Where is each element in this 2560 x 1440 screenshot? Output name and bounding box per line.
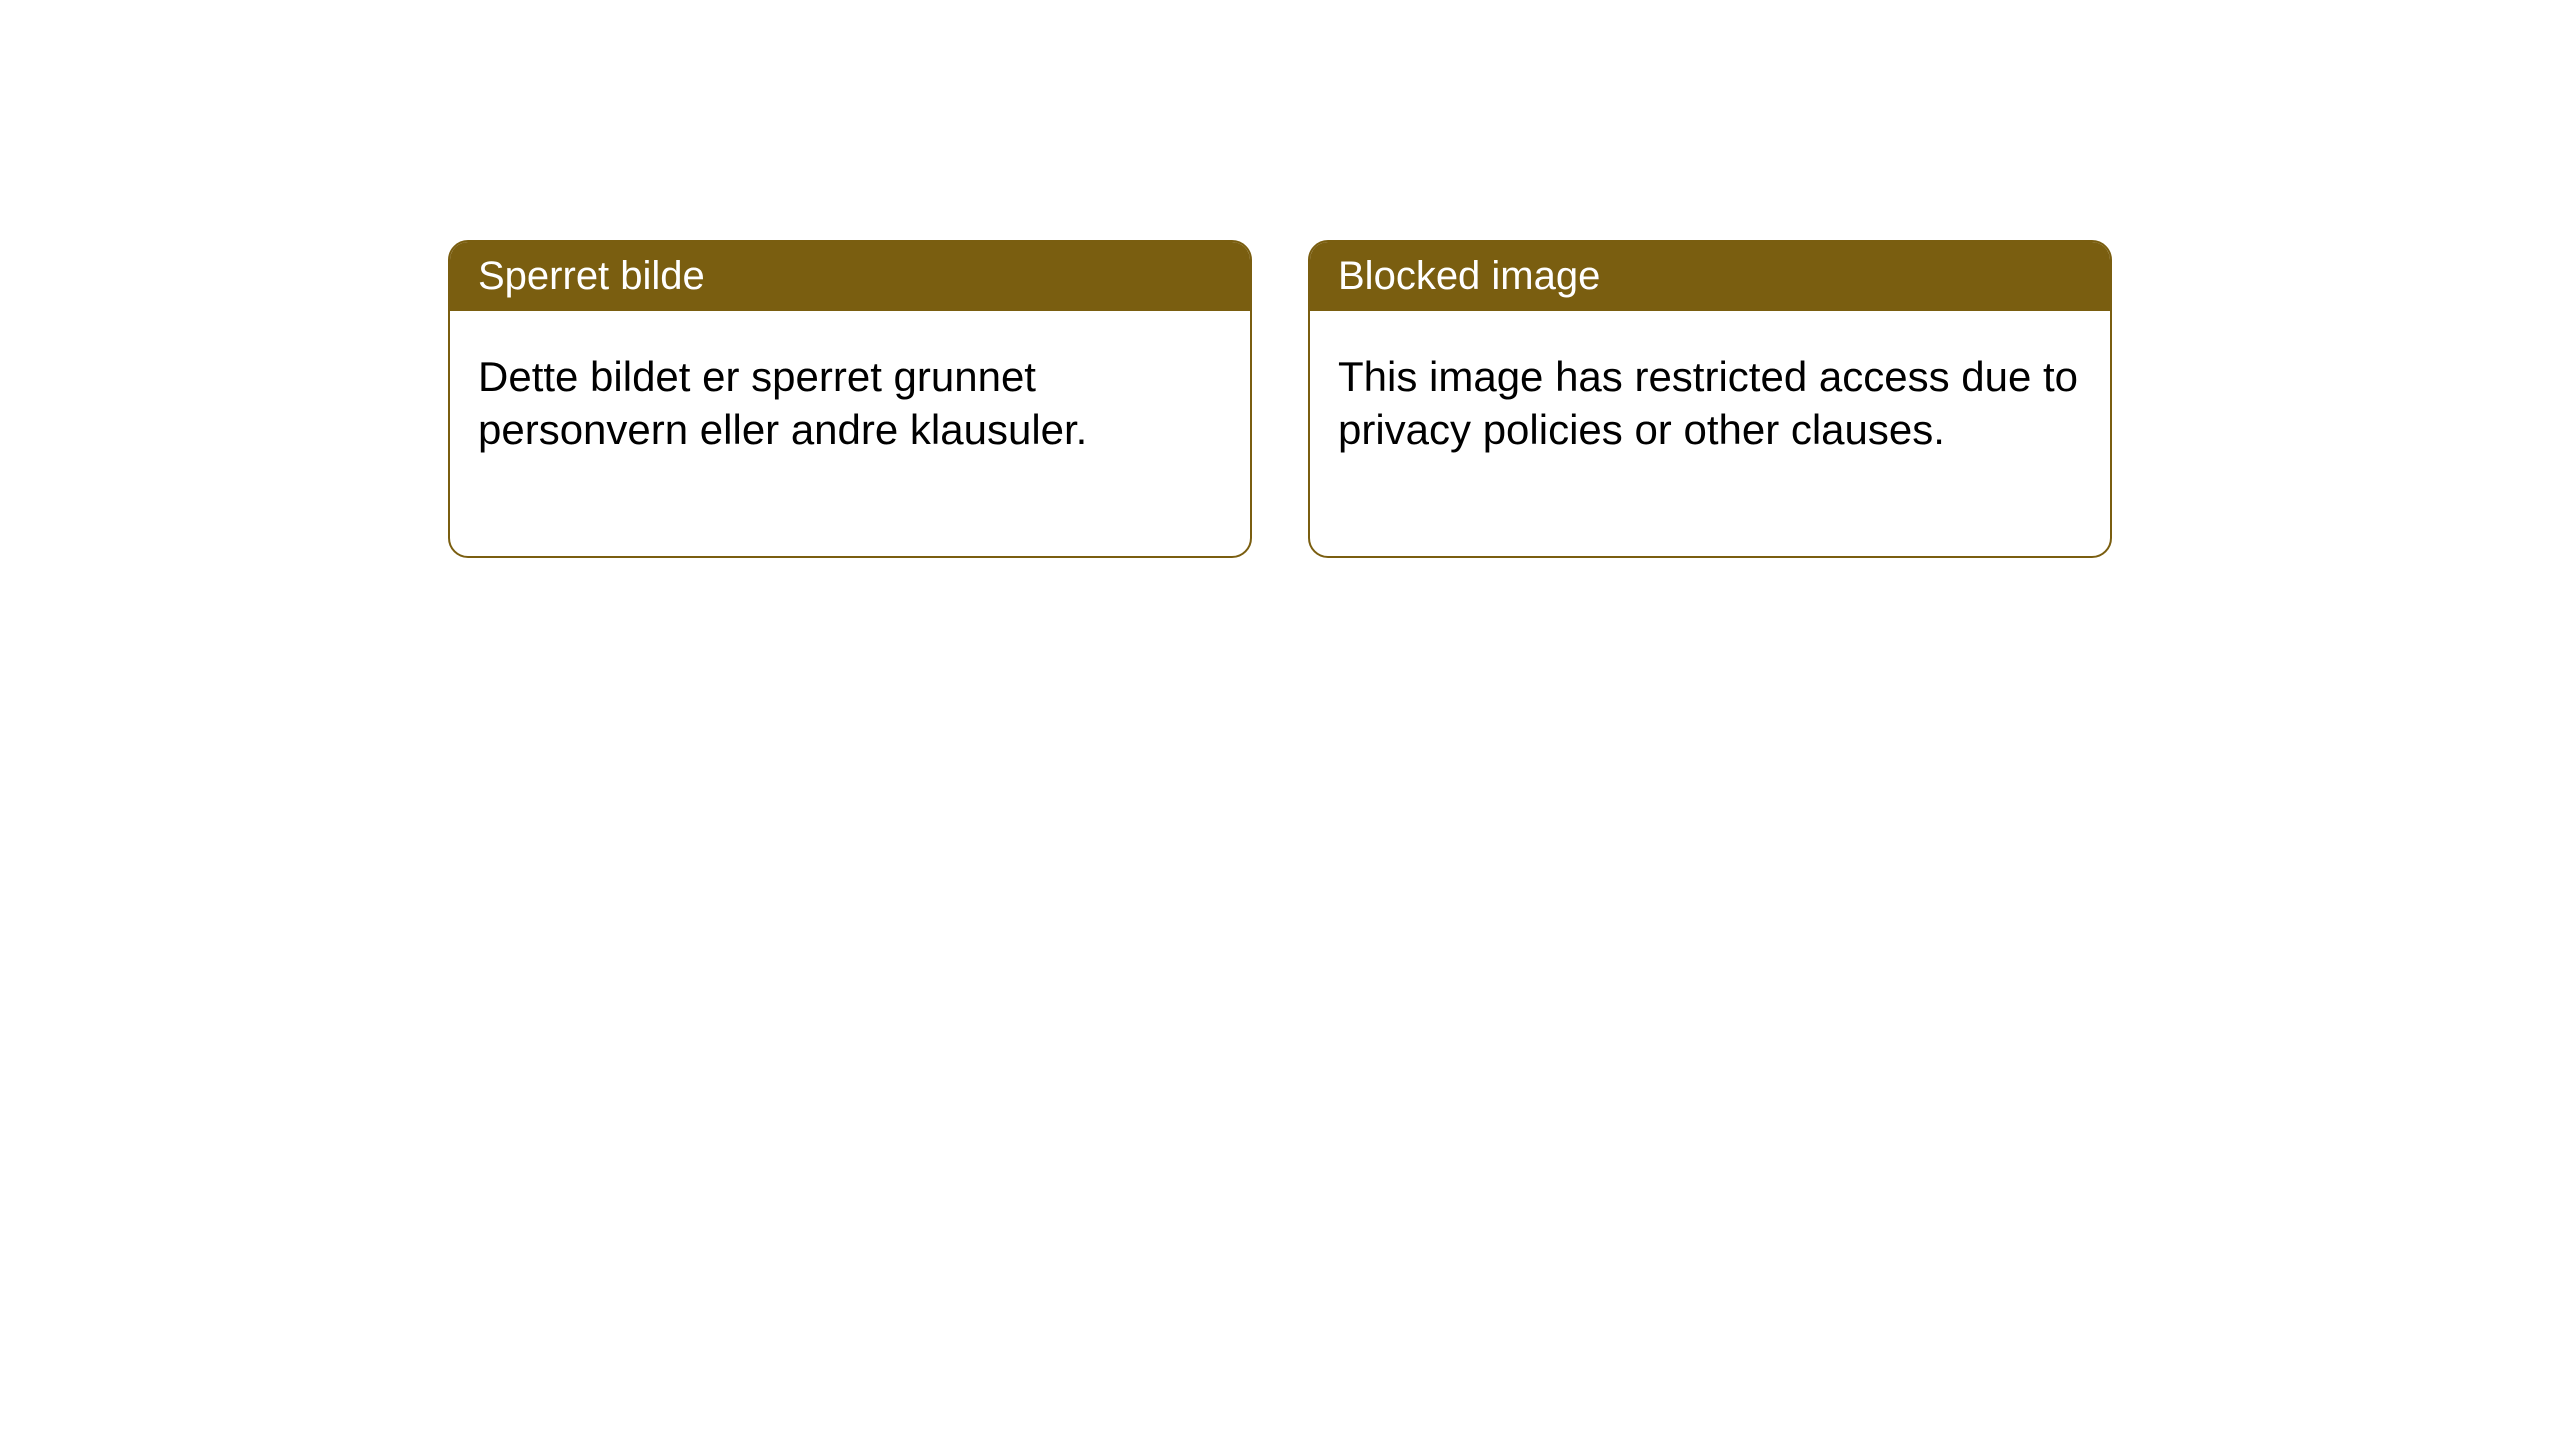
card-title-no: Sperret bilde [478, 254, 705, 298]
card-body-text-en: This image has restricted access due to … [1338, 353, 2078, 453]
card-body-text-no: Dette bildet er sperret grunnet personve… [478, 353, 1087, 453]
card-title-en: Blocked image [1338, 254, 1600, 298]
blocked-image-card-no: Sperret bilde Dette bildet er sperret gr… [448, 240, 1252, 558]
card-header-en: Blocked image [1310, 242, 2110, 311]
blocked-image-notice-container: Sperret bilde Dette bildet er sperret gr… [448, 240, 2112, 558]
card-header-no: Sperret bilde [450, 242, 1250, 311]
card-body-no: Dette bildet er sperret grunnet personve… [450, 311, 1250, 556]
blocked-image-card-en: Blocked image This image has restricted … [1308, 240, 2112, 558]
card-body-en: This image has restricted access due to … [1310, 311, 2110, 556]
